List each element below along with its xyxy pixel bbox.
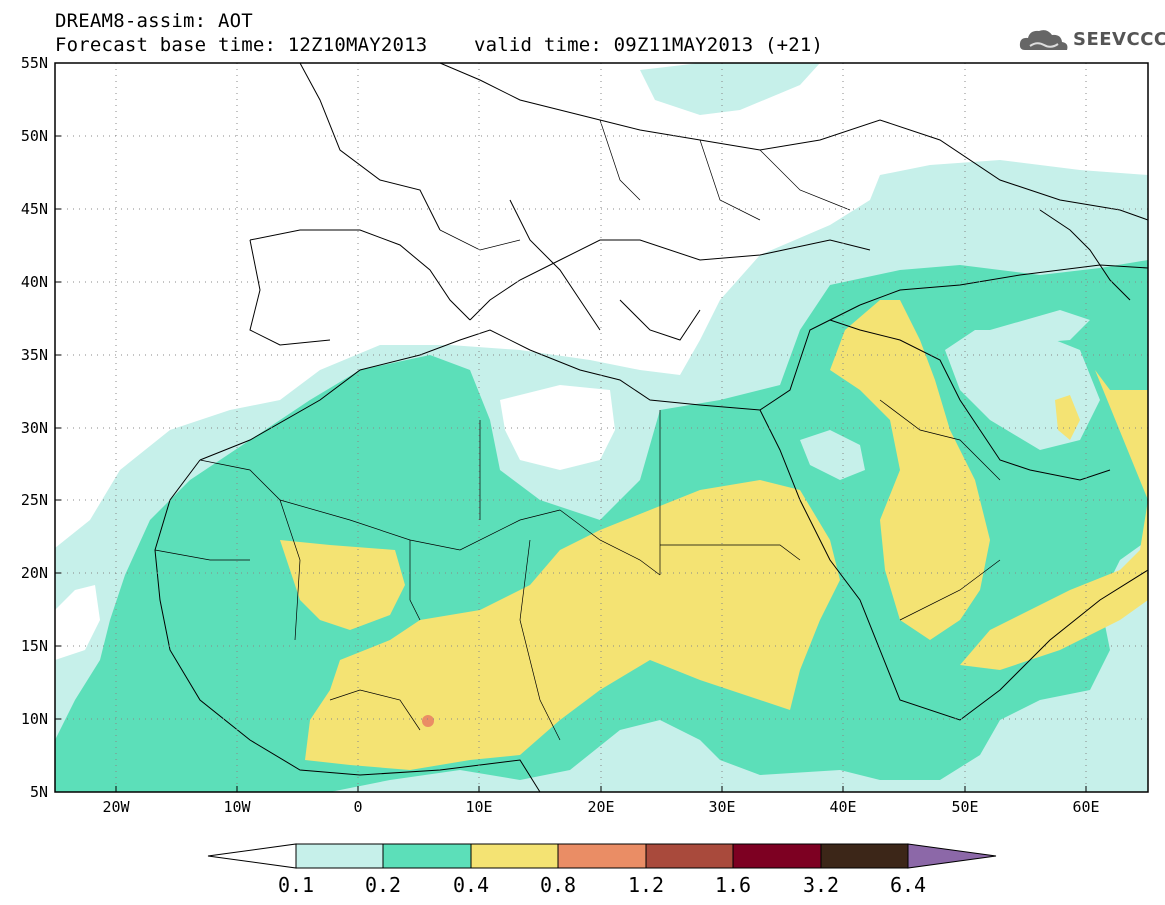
lon-label: 60E: [1072, 798, 1099, 816]
colorbar-label: 1.2: [628, 873, 664, 897]
lon-label: 20E: [587, 798, 614, 816]
lon-label: 30E: [708, 798, 735, 816]
logo-text: SEEVCCC: [1073, 29, 1165, 50]
lat-label: 45N: [21, 200, 48, 218]
colorbar-high-arrow: [907, 843, 997, 869]
lat-label: 20N: [21, 564, 48, 582]
colorbar-swatch: [382, 843, 472, 869]
colorbar-label: 0.1: [278, 873, 314, 897]
forecast-time-line: Forecast base time: 12Z10MAY2013 valid t…: [55, 34, 824, 56]
aot-band-0.8-1.2: [422, 715, 434, 727]
colorbar-swatch: [295, 843, 384, 869]
colorbar-swatch: [470, 843, 559, 869]
borders: [154, 119, 1001, 741]
lon-label: 10W: [223, 798, 251, 816]
aot-field: [55, 63, 1148, 792]
lat-labels: 55N 50N 45N 40N 35N 30N 25N 20N 15N 10N …: [21, 54, 48, 801]
colorbar-swatch: [732, 843, 822, 869]
colorbar-label: 0.4: [453, 873, 489, 897]
lat-label: 50N: [21, 127, 48, 145]
lat-label: 15N: [21, 637, 48, 655]
aot-band-0.4-0.8: [280, 300, 1148, 770]
colorbar-label: 1.6: [715, 873, 751, 897]
colorbar-swatch: [820, 843, 909, 869]
colorbar-label: 6.4: [890, 873, 926, 897]
axis-ticks: [55, 62, 1087, 793]
lon-labels: 20W 10W 0 10E 20E 30E 40E 50E 60E: [102, 798, 1099, 816]
lon-label: 50E: [951, 798, 978, 816]
lat-label: 25N: [21, 491, 48, 509]
lon-label: 10E: [465, 798, 492, 816]
colorbar-swatch: [557, 843, 647, 869]
lat-label: 30N: [21, 419, 48, 437]
grid: [55, 63, 1148, 792]
cloud-logo-icon: [1019, 30, 1068, 50]
coastlines: [154, 63, 1148, 792]
colorbar-swatch: [645, 843, 734, 869]
lon-label: 0: [353, 798, 362, 816]
lat-label: 55N: [21, 54, 48, 72]
colorbar-label: 0.2: [365, 873, 401, 897]
lat-label: 10N: [21, 710, 48, 728]
lat-label: 5N: [30, 783, 48, 801]
map-title: DREAM8-assim: AOT: [55, 10, 253, 32]
lon-label: 20W: [102, 798, 130, 816]
colorbar-label: 0.8: [540, 873, 576, 897]
colorbar-label: 3.2: [803, 873, 839, 897]
lat-label: 35N: [21, 346, 48, 364]
lat-label: 40N: [21, 273, 48, 291]
colorbar-low-arrow: [207, 843, 297, 869]
colorbar: 0.1 0.2 0.4 0.8 1.2 1.6 3.2 6.4: [207, 843, 997, 897]
lon-label: 40E: [829, 798, 856, 816]
